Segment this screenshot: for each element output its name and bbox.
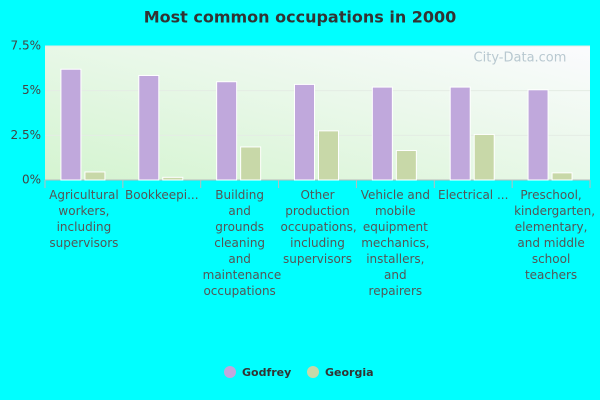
y-tick-label: 2.5% (11, 128, 42, 142)
bar (294, 83, 315, 181)
chart-title: Most common occupations in 2000 (144, 8, 457, 27)
bar (162, 176, 184, 181)
legend-label: Georgia (325, 366, 374, 379)
bar (449, 86, 471, 181)
y-tick-label: 0% (22, 173, 41, 187)
bar (84, 171, 106, 181)
y-tick-label: 5% (22, 83, 41, 97)
bar (527, 89, 549, 181)
bar (473, 133, 495, 181)
x-tick-label: Agricultural workers, including supervis… (49, 188, 119, 250)
x-tick-label: Preschool, kindergarten, elementary, and… (514, 188, 596, 282)
legend-marker (307, 366, 319, 378)
x-tick-label: Electrical ... (437, 188, 509, 202)
bar (60, 68, 82, 181)
x-tick-label: Vehicle and mobile equipment mechanics, … (360, 188, 430, 298)
watermark: City-Data.com (474, 51, 567, 66)
bar (551, 172, 573, 181)
bar (318, 130, 339, 181)
y-tick-label: 7.5% (11, 39, 42, 53)
plot-area (45, 46, 590, 180)
bar (240, 146, 262, 181)
legend-marker (224, 366, 236, 378)
bar (138, 74, 160, 181)
bar (395, 150, 417, 181)
bar (371, 86, 393, 181)
x-tick-label: Bookkeepi... (125, 188, 199, 202)
x-tick-label: Building and grounds cleaning and mainte… (202, 188, 282, 298)
x-tick-label: Other production occupations, including … (280, 188, 357, 266)
bar (216, 81, 238, 181)
legend-label: Godfrey (242, 366, 291, 379)
